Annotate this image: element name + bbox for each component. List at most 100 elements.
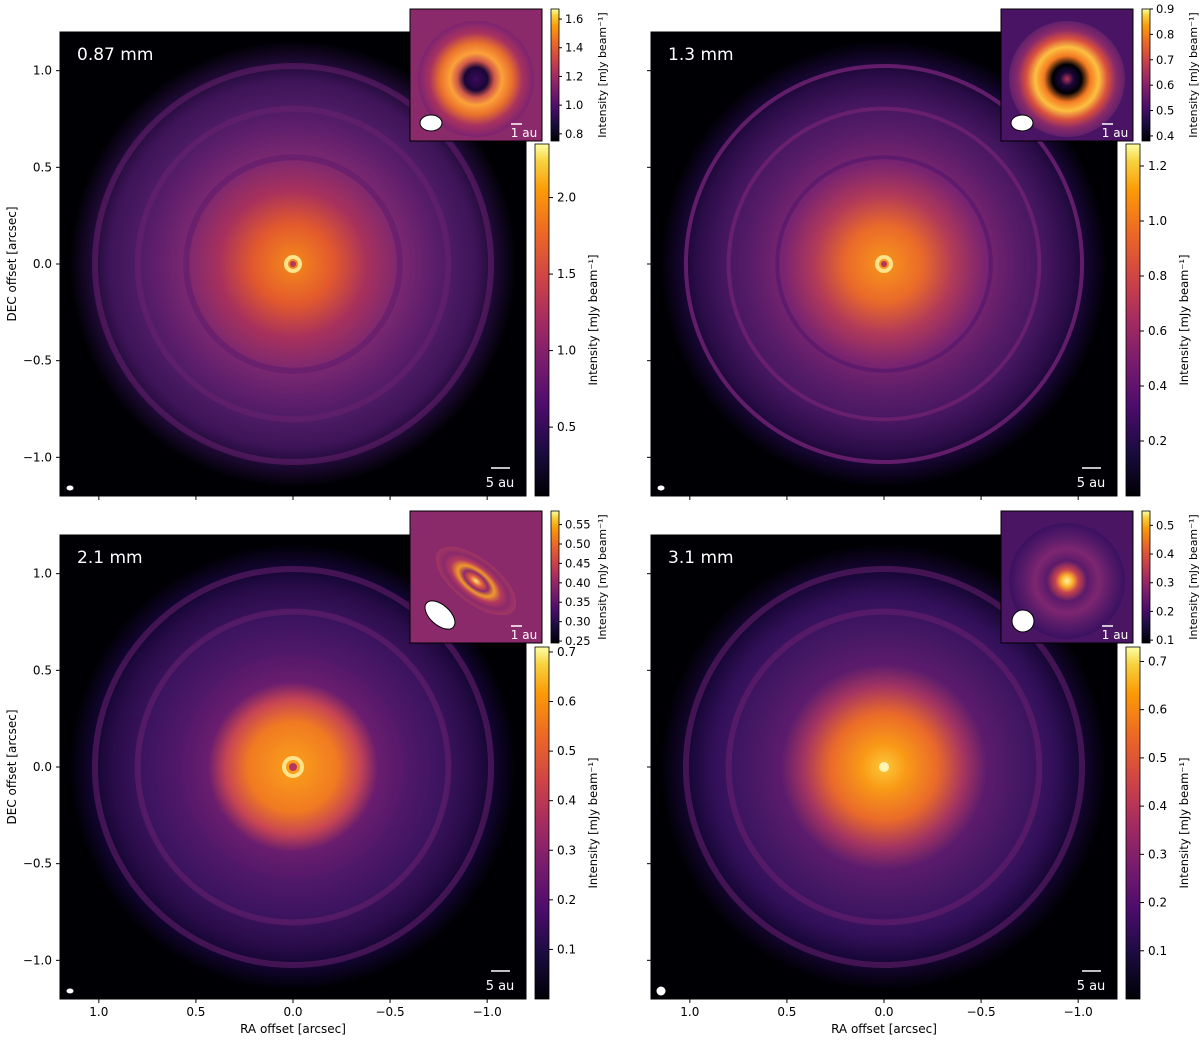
panel-2: 1.3 mm 5 au 0.2 0.4 0.6 0.8 1.0 1.2 Intensity [m… [647,2,1200,500]
ring-3 [683,63,1085,465]
inset-emission [1009,523,1125,639]
inset-frame [1000,510,1134,644]
x-tick-label: −0.5 [376,1005,405,1019]
inset-beam [1011,609,1035,633]
y-tick-label: −1.0 [23,450,52,464]
y-axis-label: DEC offset [arcsec] [5,207,19,322]
inset-zoom: 1 au 0.8 1.0 1.2 1.4 1.6 Intensity [mJy beam⁻¹… [409,8,609,142]
colorbar-tick-label: 0.8 [1148,269,1167,283]
inset-scale-bar-label: 1 au [1102,126,1128,140]
colorbar-tick-label: 0.5 [1156,518,1174,532]
x-axis-label: RA offset [arcsec] [240,1022,346,1036]
intensity-image [60,535,526,999]
main-colorbar: 0.1 0.2 0.3 0.4 0.5 0.6 0.7 Intensity [mJy beam… [1125,646,1191,1000]
ring-3 [91,62,495,466]
central-cavity [881,261,887,267]
colorbar-tick-label: 1.5 [557,267,576,281]
inset-image [410,511,542,643]
beam-marker [66,988,74,994]
inset-frame [409,8,543,142]
colorbar-tick-label: 0.25 [565,634,591,648]
colorbar-tick-label: 0.3 [557,843,576,857]
colorbar-label: Intensity [mJy beam⁻¹] [596,514,609,639]
inset-scale-bar-label: 1 au [511,628,537,642]
inset-zoom: 1 au 0.1 0.2 0.3 0.4 0.5 Intensity [mJy beam⁻¹… [1000,510,1200,647]
y-tick-label: 0.0 [33,257,52,271]
ring-2 [134,608,452,926]
central-cavity [290,261,296,267]
beam-marker [656,986,666,996]
y-tick-label: 0.5 [33,160,52,174]
beam-marker [66,485,74,491]
x-tick-label: −0.5 [967,1005,996,1019]
ring-1 [183,154,403,374]
inset-frame [409,510,543,644]
colorbar-tick-label: 0.55 [565,518,591,532]
colorbar-tick-label: 0.6 [1148,324,1167,338]
inset-scale-bar-label: 1 au [1102,628,1128,642]
central-ring [282,756,304,778]
x-tick-label: 1.0 [89,1005,108,1019]
colorbar-fill [1125,646,1141,1000]
colorbar-tick-label: 0.5 [557,420,576,434]
colorbar-tick-label: 1.0 [565,98,583,112]
scale-bar-label: 5 au [486,476,515,491]
ring-1 [774,657,994,877]
central-ring [875,255,893,273]
colorbar-tick-label: 0.1 [1148,944,1167,958]
central-peak [879,762,889,772]
colorbar-tick-label: 0.4 [557,794,576,808]
colorbar-tick-label: 1.6 [565,12,583,26]
colorbar-fill [550,8,560,142]
colorbar-fill [1141,510,1151,644]
colorbar-tick-label: 1.0 [1148,214,1167,228]
colorbar-tick-label: 0.40 [565,576,591,590]
colorbar-tick-label: 1.2 [565,69,583,83]
ring-3 [682,565,1086,969]
ring-2 [134,105,452,423]
colorbar-tick-label: 0.5 [557,744,576,758]
colorbar-tick-label: 1.4 [565,41,583,55]
y-tick-label: −1.0 [23,953,52,967]
colorbar-tick-label: 0.2 [1148,896,1167,910]
colorbar-tick-label: 0.1 [557,942,576,956]
colorbar-tick-label: 0.50 [565,537,591,551]
wavelength-label: 2.1 mm [77,548,143,568]
y-tick-label: 0.0 [33,760,52,774]
colorbar-tick-label: 0.5 [1156,104,1174,118]
colorbar-tick-label: 1.0 [557,344,576,358]
inset-beam [1010,114,1034,132]
panel-3: 2.1 mm 5 au 1.0 0.5 0.0 −0.5 −1.0 1.0 0.5 0.0 −0.5… [5,510,609,1036]
ring-1 [775,155,993,373]
colorbar-tick-label: 0.4 [1148,379,1167,393]
inset-colorbar: 0.1 0.2 0.3 0.4 0.5 Intensity [mJy beam⁻¹] [1141,510,1200,647]
inset-zoom: 1 au 0.4 0.5 0.6 0.7 0.8 0.9 Intensity [mJy bea… [1000,2,1200,143]
colorbar-tick-label: 0.30 [565,615,591,629]
inset-beam [424,600,456,630]
x-axis-label: RA offset [arcsec] [831,1022,937,1036]
colorbar-tick-label: 0.6 [557,695,576,709]
colorbar-tick-label: 0.4 [1156,129,1174,143]
colorbar-tick-label: 0.3 [1148,847,1167,861]
colorbar-tick-label: 1.2 [1148,159,1167,173]
central-ring [284,255,302,273]
panel-4: 3.1 mm 5 au 1.0 0.5 0.0 −0.5 −1.0 RA offset [ar… [647,510,1200,1036]
colorbar-tick-label: 0.4 [1148,799,1167,813]
x-tick-label: 0.5 [777,1005,796,1019]
inset-emission [1009,21,1125,137]
inset-scale-bar-label: 1 au [511,126,537,140]
main-colorbar: 0.1 0.2 0.3 0.4 0.5 0.6 0.7 Intensity [mJy beam… [534,645,600,1000]
colorbar-tick-label: 0.7 [1156,53,1174,67]
panel-1: 0.87 mm 5 au 1.0 0.5 0.0 −0.5 −1.0 DEC offset [… [5,8,609,500]
colorbar-tick-label: 0.8 [565,127,583,141]
x-tick-label: 0.0 [283,1005,302,1019]
inset-emission [435,546,517,616]
scale-bar-label: 5 au [486,979,515,994]
ring-2 [725,608,1043,926]
colorbar-tick-label: 0.4 [1156,547,1174,561]
y-tick-label: 1.0 [33,64,52,78]
colorbar-tick-label: 0.2 [1156,604,1174,618]
inset-frame [1000,8,1134,142]
colorbar-tick-label: 0.1 [1156,633,1174,647]
